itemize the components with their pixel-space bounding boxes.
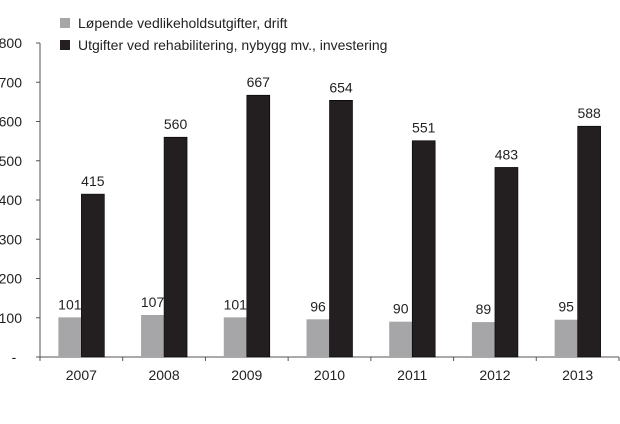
legend-item-investering: Utgifter ved rehabilitering, nybygg mv.,… bbox=[58, 34, 387, 56]
x-tick-label: 2013 bbox=[562, 367, 593, 383]
x-tick-label: 2012 bbox=[479, 367, 510, 383]
y-tick-label: 600 bbox=[0, 114, 22, 130]
y-tick-label: 700 bbox=[0, 74, 22, 90]
bar-value-label: 415 bbox=[81, 173, 105, 189]
x-tick-label: 2007 bbox=[66, 367, 97, 383]
bar bbox=[81, 193, 105, 358]
legend-swatch-investering bbox=[60, 40, 70, 50]
bar-value-label: 654 bbox=[329, 79, 353, 95]
bar bbox=[329, 100, 353, 358]
bar-value-label: 96 bbox=[310, 298, 326, 314]
y-tick-label: - bbox=[12, 349, 17, 365]
bar bbox=[58, 317, 82, 357]
legend-label-drift: Løpende vedlikeholdsutgifter, drift bbox=[78, 15, 288, 31]
bar bbox=[389, 321, 413, 357]
bar-value-label: 89 bbox=[476, 301, 492, 317]
bar-value-label: 551 bbox=[412, 120, 436, 136]
bar-value-label: 95 bbox=[558, 299, 574, 315]
legend-item-drift: Løpende vedlikeholdsutgifter, drift bbox=[58, 12, 387, 34]
bar bbox=[471, 322, 495, 357]
bar bbox=[141, 315, 165, 357]
bar bbox=[411, 140, 436, 358]
bar bbox=[577, 125, 601, 358]
bar-value-label: 560 bbox=[164, 116, 188, 132]
bar bbox=[163, 136, 188, 358]
y-tick-label: 400 bbox=[0, 192, 22, 208]
bar-value-label: 90 bbox=[393, 301, 409, 317]
bar bbox=[554, 319, 578, 357]
bar-value-label: 101 bbox=[58, 296, 82, 312]
bar bbox=[223, 317, 247, 357]
bar-value-label: 107 bbox=[141, 294, 165, 310]
x-tick-label: 2010 bbox=[314, 367, 345, 383]
bar-value-label: 588 bbox=[577, 105, 601, 121]
bar bbox=[246, 94, 271, 358]
y-tick-label: 200 bbox=[0, 271, 22, 287]
bar-value-label: 101 bbox=[224, 296, 248, 312]
x-tick-label: 2011 bbox=[397, 367, 427, 383]
bar-value-label: 667 bbox=[247, 74, 271, 90]
bar-value-label: 483 bbox=[495, 146, 519, 162]
bar bbox=[494, 167, 519, 358]
y-tick-label: 300 bbox=[0, 231, 22, 247]
chart-legend: Løpende vedlikeholdsutgifter, drift Utgi… bbox=[58, 12, 387, 56]
y-tick-label: 500 bbox=[0, 153, 22, 169]
bar bbox=[306, 319, 330, 357]
y-tick-label: 800 bbox=[0, 35, 22, 51]
x-tick-label: 2008 bbox=[148, 367, 179, 383]
legend-swatch-drift bbox=[60, 18, 70, 28]
legend-label-investering: Utgifter ved rehabilitering, nybygg mv.,… bbox=[78, 37, 388, 53]
x-tick-label: 2009 bbox=[231, 367, 262, 383]
y-tick-label: 100 bbox=[0, 310, 22, 326]
